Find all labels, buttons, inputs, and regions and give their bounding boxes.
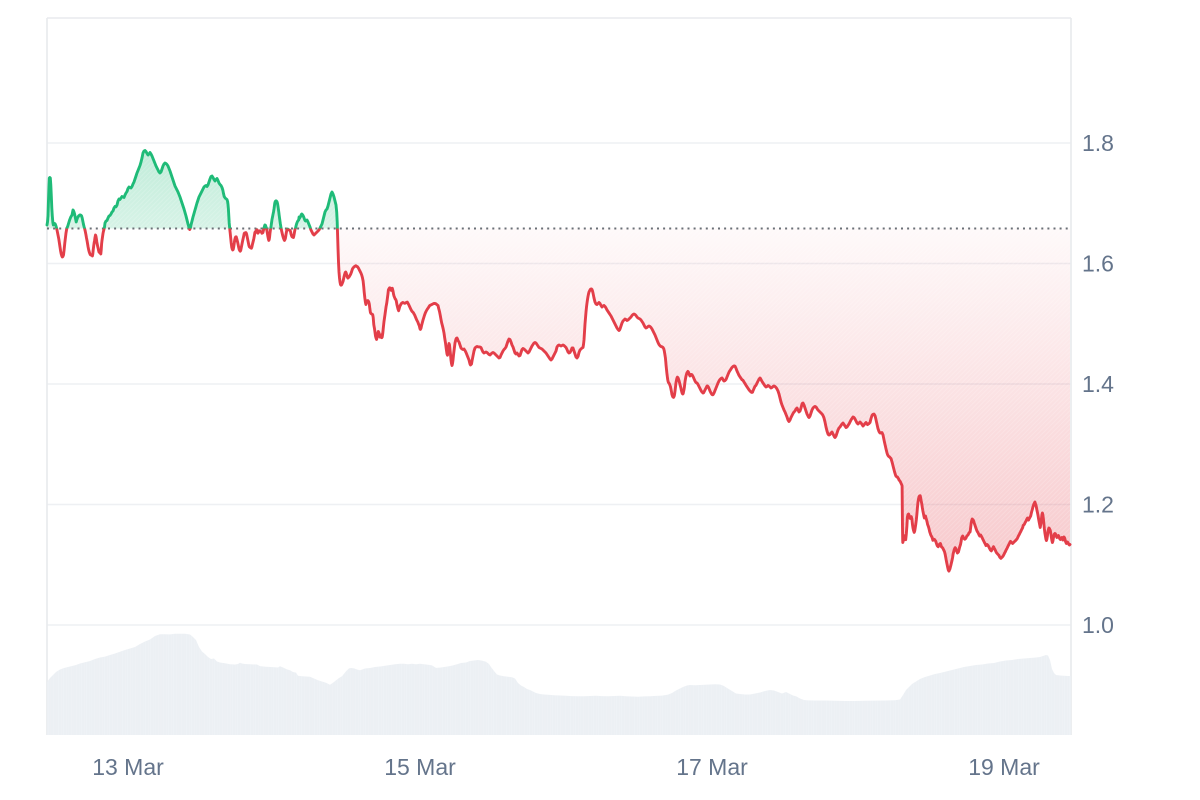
svg-text:1.4: 1.4 (1082, 371, 1114, 397)
svg-text:19 Mar: 19 Mar (968, 754, 1040, 780)
svg-text:17 Mar: 17 Mar (676, 754, 748, 780)
svg-text:15 Mar: 15 Mar (384, 754, 456, 780)
svg-text:1.8: 1.8 (1082, 130, 1114, 156)
svg-text:1.0: 1.0 (1082, 612, 1114, 638)
svg-text:13 Mar: 13 Mar (92, 754, 164, 780)
svg-text:1.6: 1.6 (1082, 251, 1114, 277)
svg-text:1.2: 1.2 (1082, 492, 1114, 518)
